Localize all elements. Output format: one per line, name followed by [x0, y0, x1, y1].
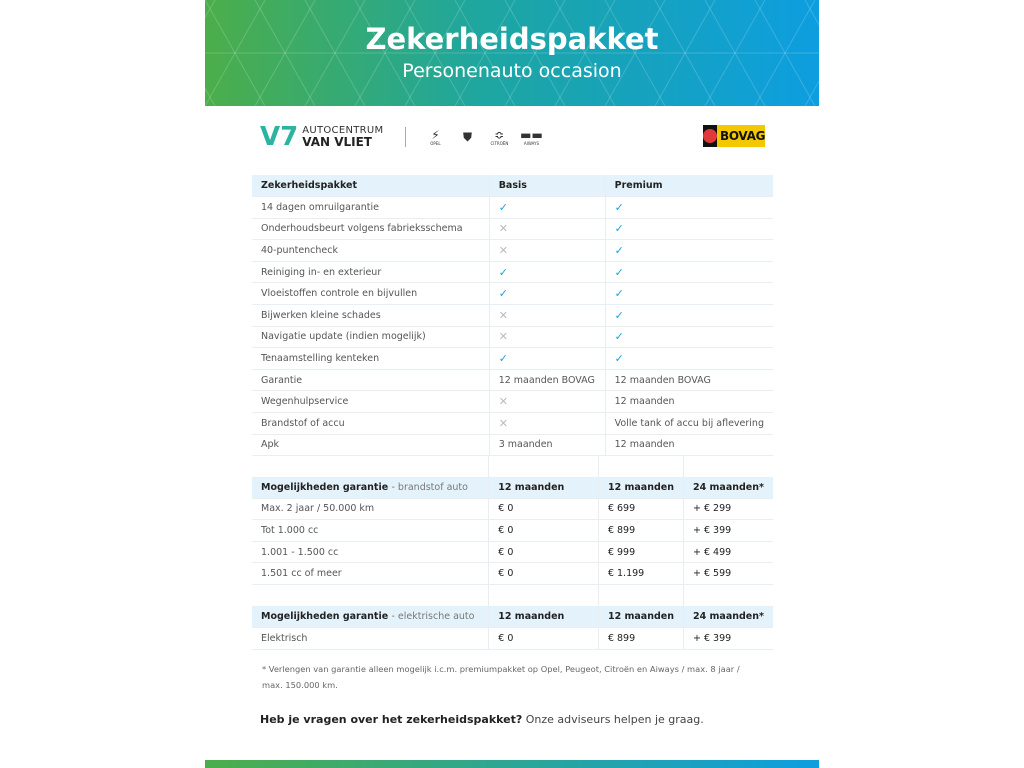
page: Zekerheidspakket Personenauto occasion V…: [205, 0, 819, 768]
table-row: Garantie 12 maanden BOVAG 12 maanden BOVAG: [252, 369, 773, 392]
table-row: Elektrisch € 0 € 899 + € 399: [252, 627, 773, 650]
divider: [405, 127, 407, 147]
table-row: 14 dagen omruilgarantie ✓ ✓: [252, 196, 773, 219]
cross-icon: ✕: [498, 308, 508, 322]
table-row: Tenaamstelling kenteken ✓ ✓: [252, 347, 773, 370]
pakket-table: Zekerheidspakket Basis Premium 14 dagen omr…: [252, 175, 773, 457]
triangle-pattern: [205, 0, 819, 106]
bovag-logo: BOVAG: [703, 125, 765, 147]
check-icon: ✓: [614, 200, 624, 214]
page-subtitle: Personenauto occasion: [402, 60, 622, 82]
aiways-logo: ▬▬ AIWAYS: [520, 127, 543, 146]
cross-icon: ✕: [498, 330, 508, 344]
check-icon: ✓: [498, 200, 508, 214]
cross-icon: ✕: [498, 244, 508, 258]
table-row: Onderhoudsbeurt volgens fabrieksschema ✕ ✓: [252, 218, 773, 241]
logo-bar: V7 AUTOCENTRUM VAN VLIET ⚡ OPEL ⛊ ≎ CITROËN…: [260, 124, 552, 150]
check-icon: ✓: [614, 330, 624, 344]
check-icon: ✓: [498, 352, 508, 366]
check-icon: ✓: [614, 308, 624, 322]
table-row: Reiniging in- en exterieur ✓ ✓: [252, 261, 773, 284]
table-header: Mogelijkheden garantie - brandstof auto 1…: [252, 476, 773, 499]
table-row: Vloeistoffen controle en bijvullen ✓ ✓: [252, 282, 773, 306]
dealer-logo: V7 AUTOCENTRUM VAN VLIET: [260, 124, 383, 150]
check-icon: ✓: [498, 265, 508, 279]
footnote: * Verlengen van garantie alleen mogelijk…: [262, 664, 740, 690]
table-header: Mogelijkheden garantie - elektrische aut…: [252, 606, 773, 629]
table-row: Wegenhulpservice ✕ 12 maanden: [252, 390, 773, 414]
dealer-name-line1: AUTOCENTRUM: [302, 125, 384, 136]
table-row: Navigatie update (indien mogelijk) ✕ ✓: [252, 326, 773, 349]
table-row: Tot 1.000 cc € 0 € 899 + € 399: [252, 519, 773, 542]
table-row: 1.501 cc of meer € 0 € 1.199 + € 599: [252, 562, 773, 586]
table-row: Apk 3 maanden 12 maanden: [252, 434, 773, 457]
table-row: 40-puntencheck ✕ ✓: [252, 239, 773, 262]
cross-icon: ✕: [498, 222, 508, 236]
check-icon: ✓: [614, 244, 624, 258]
check-icon: ✓: [614, 265, 624, 279]
header-banner: Zekerheidspakket Personenauto occasion: [205, 0, 819, 106]
page-title: Zekerheidspakket: [365, 22, 659, 56]
cross-icon: ✕: [498, 395, 508, 409]
dealer-name-line2: VAN VLIET: [302, 135, 372, 149]
opel-logo: ⚡ OPEL: [430, 127, 441, 146]
check-icon: ✓: [614, 352, 624, 366]
cross-icon: ✕: [498, 416, 508, 430]
footer-bar: [205, 760, 819, 768]
check-icon: ✓: [498, 287, 508, 301]
garantie-table: Mogelijkheden garantie - brandstof auto 1…: [252, 455, 773, 650]
table-row: Max. 2 jaar / 50.000 km € 0 € 699 + € 299: [252, 498, 773, 521]
check-icon: ✓: [614, 222, 624, 236]
peugeot-logo: ⛊: [462, 130, 472, 144]
table-row: Bijwerken kleine schades ✕ ✓: [252, 304, 773, 327]
contact-question: Heb je vragen over het zekerheidspakket?…: [260, 713, 704, 726]
dealer-logo-icon: V7: [260, 122, 299, 152]
table-row: 1.001 - 1.500 cc € 0 € 999 + € 499: [252, 541, 773, 564]
table-row: Brandstof of accu ✕ Volle tank of accu bij…: [252, 412, 773, 435]
table-header: Zekerheidspakket Basis Premium: [252, 175, 773, 198]
check-icon: ✓: [614, 287, 624, 301]
citroen-logo: ≎ CITROËN: [490, 127, 509, 146]
